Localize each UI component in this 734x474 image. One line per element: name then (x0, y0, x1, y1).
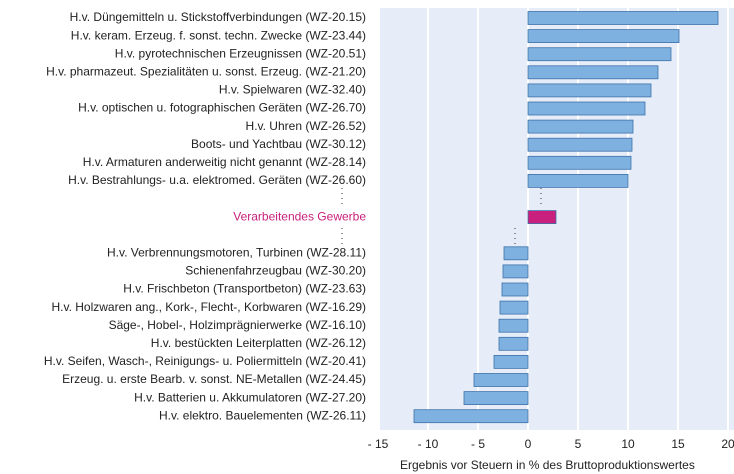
y-tick-label: H.v. Armaturen anderweitig nicht genannt… (83, 155, 366, 169)
y-tick-label: H.v. Frischbeton (Transportbeton) (WZ-23… (123, 282, 366, 296)
x-axis-label: Ergebnis vor Steuern in % des Bruttoprod… (400, 458, 695, 472)
y-tick-label: Erzeug. u. erste Bearb. v. sonst. NE-Met… (62, 372, 366, 386)
y-tick-label: Säge-, Hobel-, Holzimprägnierwerke (WZ-1… (109, 318, 366, 332)
x-tick-label: 5 (575, 437, 582, 451)
x-tick-label: 10 (621, 437, 635, 451)
y-tick-label: H.v. Seifen, Wasch-, Reinigungs- u. Poli… (44, 354, 366, 368)
y-tick-label: H.v. Batterien u. Akkumulatoren (WZ-27.2… (134, 390, 366, 404)
bar (498, 318, 529, 333)
bar (527, 101, 646, 116)
bar (527, 11, 719, 25)
bar (503, 246, 529, 261)
bar (527, 83, 652, 98)
y-tick-label: Boots- und Yachtbau (WZ-30.12) (191, 137, 366, 151)
bar (527, 47, 672, 62)
y-tick-label: Verarbeitendes Gewerbe (233, 209, 366, 223)
x-tick-label: - 10 (418, 437, 439, 451)
bar (527, 173, 629, 188)
bar (502, 264, 529, 279)
bar (527, 155, 632, 170)
y-tick-label: H.v. pharmazeut. Spezialitäten u. sonst.… (46, 64, 366, 78)
y-tick-label: H.v. Holzwaren ang., Kork-, Flecht-, Kor… (51, 300, 366, 314)
y-tick-label: H.v. Spielwaren (WZ-32.40) (219, 83, 366, 97)
y-tick-label: H.v. pyrotechnischen Erzeugnissen (WZ-20… (115, 46, 366, 60)
y-tick-label: H.v. Uhren (WZ-26.52) (246, 119, 366, 133)
bar (527, 119, 634, 134)
bar (473, 373, 529, 387)
x-tick-label: - 15 (368, 437, 389, 451)
x-tick-label: 15 (671, 437, 685, 451)
x-tick-label: 20 (721, 437, 734, 451)
y-tick-label: H.v. bestückten Leiterplatten (WZ-26.12) (151, 336, 366, 350)
x-tick-label: - 5 (471, 437, 485, 451)
bar (527, 65, 659, 80)
y-tick-label: Schienenfahrzeugbau (WZ-30.20) (185, 264, 366, 278)
bar (498, 336, 529, 351)
y-tick-label: H.v. elektro. Bauelementen (WZ-26.11) (159, 408, 366, 422)
y-tick-label: H.v. Düngemitteln u. Stickstoffverbindun… (70, 10, 366, 24)
y-tick-label: H.v. Verbrennungsmotoren, Turbinen (WZ-2… (107, 245, 366, 259)
bar (493, 354, 529, 369)
bar (499, 300, 529, 315)
bar (463, 391, 529, 406)
bar (501, 282, 529, 297)
y-tick-label: H.v. keram. Erzeug. f. sonst. techn. Zwe… (71, 28, 366, 42)
bar (413, 409, 529, 424)
bar (527, 210, 557, 225)
bar (527, 137, 633, 152)
bar (527, 29, 680, 44)
y-tick-label: H.v. optischen u. fotographischen Geräte… (78, 101, 366, 115)
x-tick-label: 0 (525, 437, 532, 451)
y-tick-label: H.v. Bestrahlungs- u.a. elektromed. Gerä… (68, 173, 366, 187)
